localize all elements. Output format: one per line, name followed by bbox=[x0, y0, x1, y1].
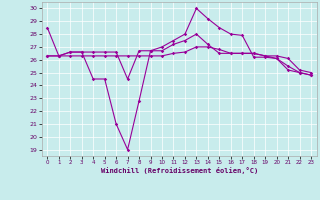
X-axis label: Windchill (Refroidissement éolien,°C): Windchill (Refroidissement éolien,°C) bbox=[100, 167, 258, 174]
